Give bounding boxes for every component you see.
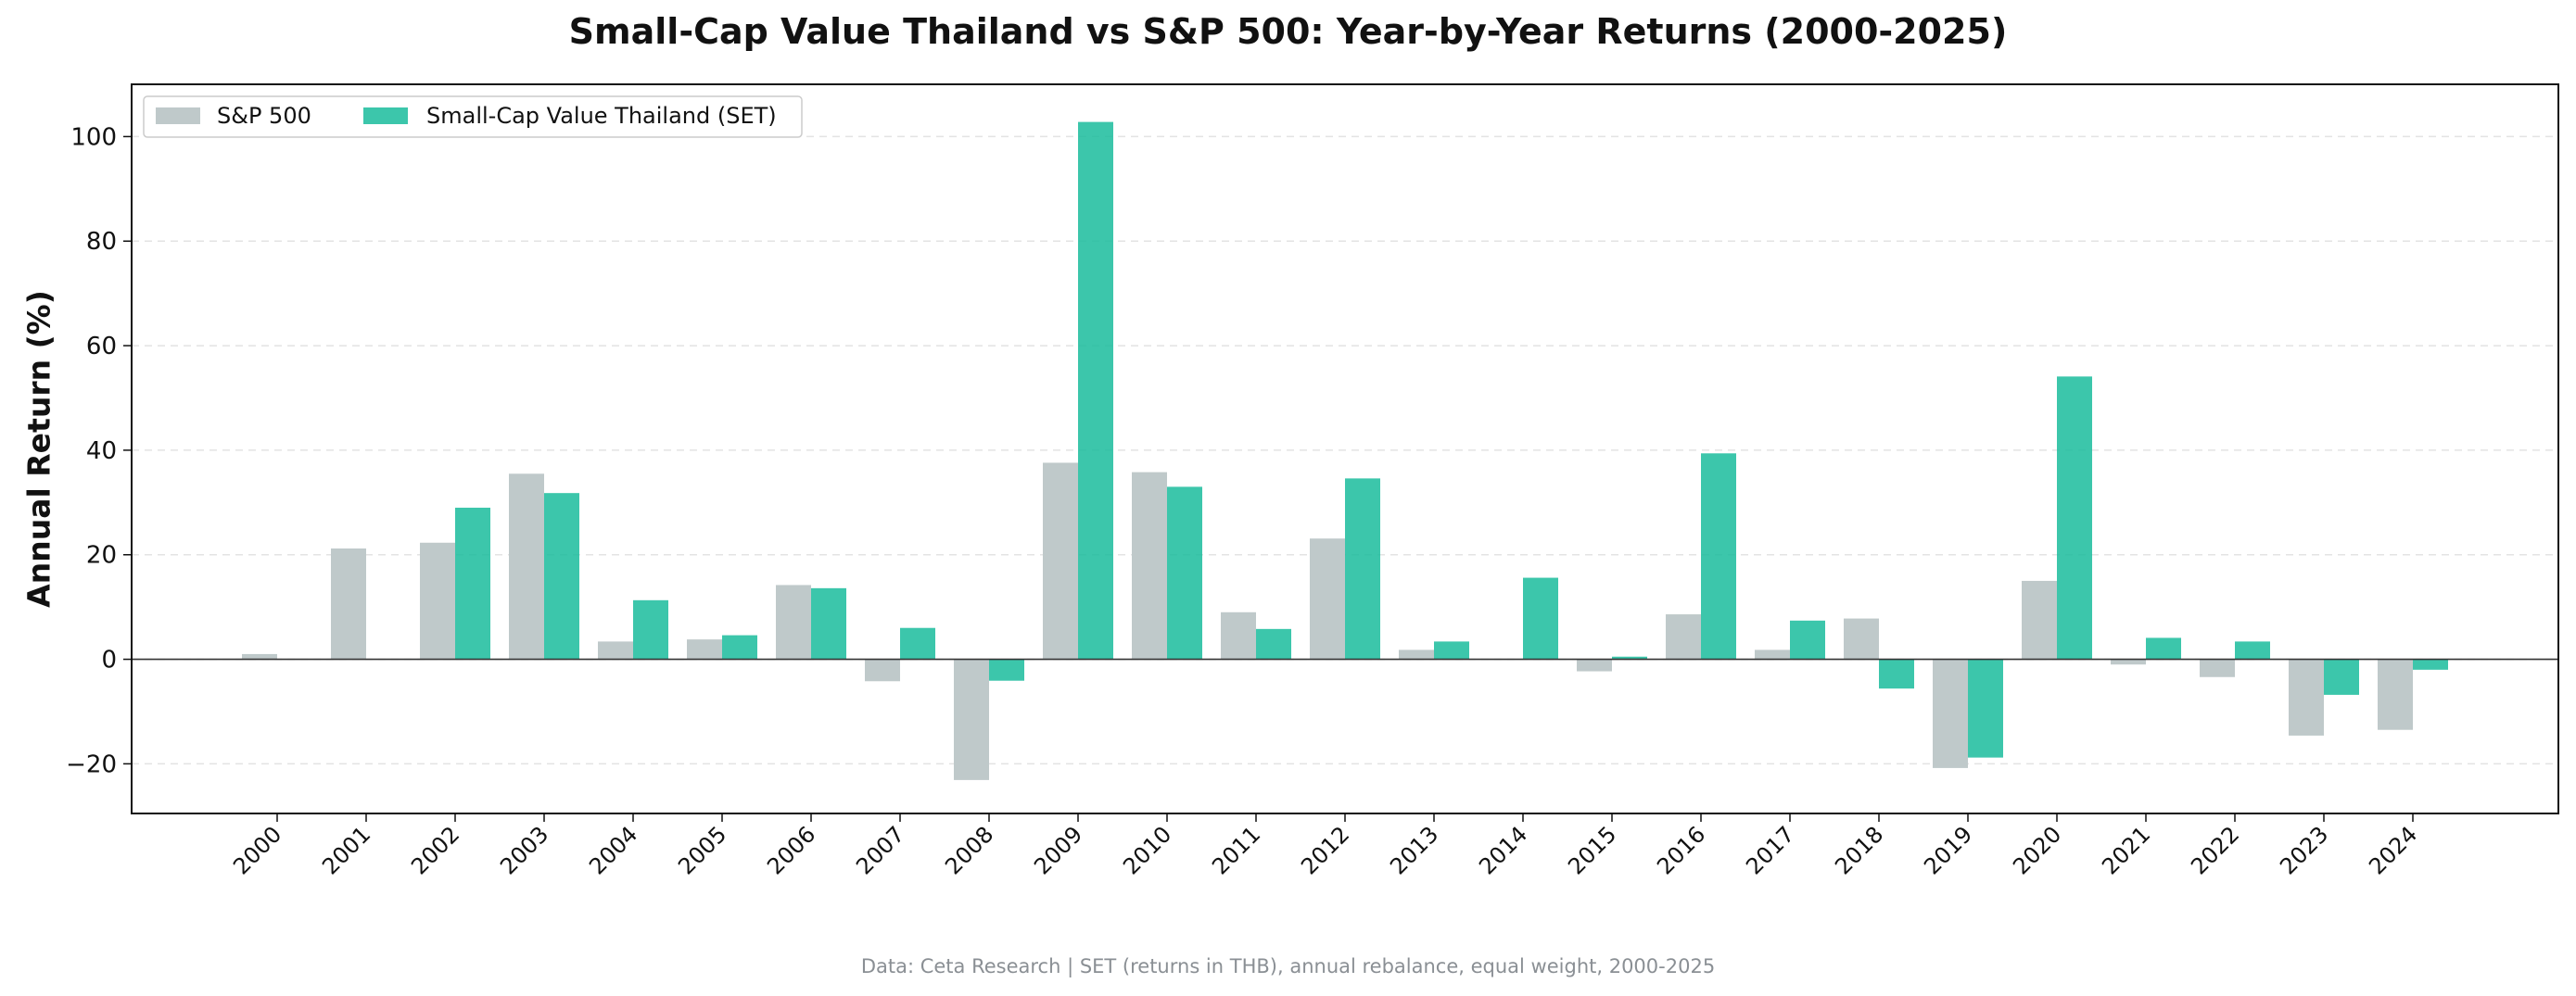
legend-label-small-cap-value-thailand: Small-Cap Value Thailand (SET) [426, 103, 777, 129]
bar-small-cap-value-thailand-set-2013 [1434, 641, 1469, 660]
x-tick-label-2007: 2007 [851, 821, 909, 879]
x-tick-label-2011: 2011 [1207, 821, 1265, 879]
plot-frame [131, 83, 2559, 814]
bar-small-cap-value-thailand-set-2006 [811, 587, 846, 660]
x-axis: 2000 2001 2002 2003 2004 2005 2006 2007 2008 2009… [228, 813, 2422, 879]
bars [242, 121, 2448, 780]
x-tick-label-2019: 2019 [1919, 821, 1977, 879]
bar-small-cap-value-thailand-set-2014 [1523, 577, 1558, 660]
bar-sp-500-2024 [2378, 659, 2413, 730]
bar-small-cap-value-thailand-set-2022 [2235, 641, 2270, 660]
bar-sp-500-2017 [1755, 649, 1790, 660]
bar-sp-500-2012 [1310, 538, 1345, 660]
x-tick-label-2013: 2013 [1385, 821, 1443, 879]
x-tick-label-2018: 2018 [1830, 821, 1888, 879]
x-tick-label-2015: 2015 [1563, 821, 1621, 879]
footer-note: Data: Ceta Research | SET (returns in TH… [860, 955, 1716, 977]
y-tick-label-0: 0 [101, 647, 117, 675]
bar-sp-500-2019 [1933, 659, 1968, 768]
x-tick-label-2004: 2004 [584, 821, 642, 879]
x-tick-label-2010: 2010 [1118, 821, 1176, 879]
bar-small-cap-value-thailand-set-2017 [1790, 620, 1825, 660]
bar-small-cap-value-thailand-set-2024 [2413, 659, 2448, 670]
y-axis-label: Annual Return (%) [21, 290, 57, 608]
legend-box [143, 95, 803, 138]
bar-sp-500-2003 [509, 473, 544, 660]
bar-small-cap-value-thailand-set-2003 [544, 493, 579, 660]
bar-sp-500-2004 [598, 641, 633, 660]
x-tick-label-2024: 2024 [2364, 821, 2422, 879]
bar-sp-500-2021 [2111, 659, 2146, 665]
bar-small-cap-value-thailand-set-2023 [2324, 659, 2359, 695]
x-tick-label-2016: 2016 [1652, 821, 1710, 879]
x-tick-label-2002: 2002 [406, 821, 464, 879]
bar-small-cap-value-thailand-set-2018 [1879, 659, 1914, 689]
y-tick-label-60: 60 [86, 333, 117, 360]
x-tick-label-2014: 2014 [1474, 821, 1532, 879]
x-tick-label-2021: 2021 [2097, 821, 2155, 879]
bar-sp-500-2002 [420, 542, 455, 660]
bar-sp-500-2007 [865, 659, 900, 682]
bar-small-cap-value-thailand-set-2009 [1078, 121, 1113, 660]
bar-sp-500-2022 [2200, 659, 2235, 677]
bar-sp-500-2010 [1132, 472, 1167, 660]
x-tick-label-2008: 2008 [940, 821, 998, 879]
bar-small-cap-value-thailand-set-2020 [2057, 376, 2092, 660]
bar-sp-500-2005 [687, 639, 722, 660]
x-tick-label-2001: 2001 [317, 821, 375, 879]
bar-small-cap-value-thailand-set-2016 [1701, 453, 1736, 660]
bar-sp-500-2020 [2022, 580, 2057, 660]
y-tick-label-100: 100 [70, 123, 117, 151]
x-tick-label-2006: 2006 [762, 821, 820, 879]
legend-swatch-small-cap-value-thailand [363, 107, 408, 124]
x-tick-label-2003: 2003 [495, 821, 553, 879]
bar-sp-500-2008 [954, 659, 989, 780]
bar-small-cap-value-thailand-set-2015 [1612, 656, 1647, 660]
legend-label-sp500: S&P 500 [217, 103, 311, 129]
bar-sp-500-2001 [331, 548, 366, 660]
bar-small-cap-value-thailand-set-2007 [900, 627, 935, 660]
y-axis: −20 0 20 40 60 80 100 [66, 123, 132, 778]
x-tick-label-2022: 2022 [2186, 821, 2244, 879]
bar-sp-500-2013 [1399, 649, 1434, 660]
y-tick-label-80: 80 [86, 228, 117, 256]
bar-sp-500-2023 [2289, 659, 2324, 736]
bar-small-cap-value-thailand-set-2002 [455, 507, 490, 660]
x-tick-label-2020: 2020 [2008, 821, 2066, 879]
bar-small-cap-value-thailand-set-2008 [989, 659, 1024, 681]
legend: S&P 500 Small-Cap Value Thailand (SET) [143, 95, 803, 138]
y-tick-label-40: 40 [86, 437, 117, 465]
bar-sp-500-2011 [1221, 611, 1256, 660]
bar-sp-500-2000 [242, 653, 277, 660]
x-tick-label-2012: 2012 [1296, 821, 1354, 879]
grid-lines [132, 135, 2558, 765]
bar-small-cap-value-thailand-set-2019 [1968, 659, 2003, 758]
x-tick-label-2017: 2017 [1741, 821, 1799, 879]
bar-sp-500-2016 [1666, 614, 1701, 660]
x-tick-label-2009: 2009 [1029, 821, 1087, 879]
chart-title: Small-Cap Value Thailand vs S&P 500: Yea… [568, 11, 2008, 52]
bar-sp-500-2015 [1577, 659, 1612, 672]
bar-small-cap-value-thailand-set-2005 [722, 635, 757, 660]
bar-small-cap-value-thailand-set-2021 [2146, 637, 2181, 660]
bar-small-cap-value-thailand-set-2004 [633, 599, 668, 660]
y-tick-label-20: 20 [86, 542, 117, 570]
x-tick-label-2000: 2000 [228, 821, 286, 879]
y-tick-label--20: −20 [66, 750, 117, 778]
x-tick-label-2005: 2005 [673, 821, 731, 879]
bar-small-cap-value-thailand-set-2010 [1167, 486, 1202, 660]
bar-sp-500-2006 [776, 585, 811, 660]
legend-swatch-sp500 [156, 107, 200, 124]
x-tick-label-2023: 2023 [2275, 821, 2333, 879]
bar-small-cap-value-thailand-set-2011 [1256, 628, 1291, 660]
bar-sp-500-2018 [1844, 618, 1879, 660]
bar-small-cap-value-thailand-set-2012 [1345, 478, 1380, 660]
bar-sp-500-2009 [1043, 462, 1078, 660]
